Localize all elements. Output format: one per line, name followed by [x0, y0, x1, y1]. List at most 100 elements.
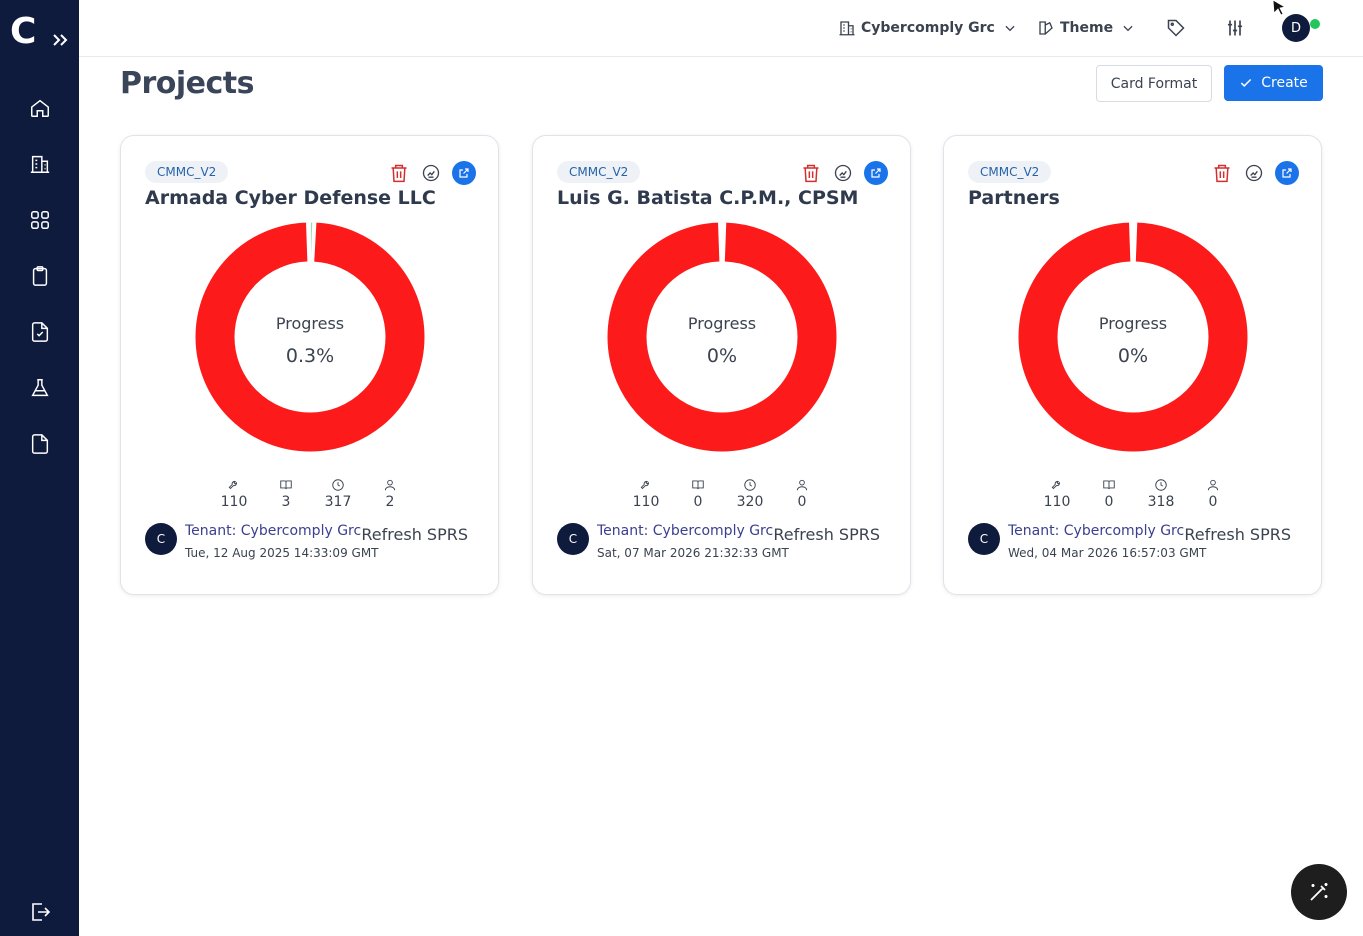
progress-value: 0% [706, 345, 738, 367]
project-date: Tue, 12 Aug 2025 14:33:09 GMT [185, 546, 379, 560]
sidebar-item-home[interactable] [27, 95, 53, 121]
refresh-sprs-button[interactable]: Refresh SPRS [1184, 525, 1291, 544]
open-project-button[interactable] [452, 161, 476, 185]
donut-remaining-segment [195, 222, 425, 452]
clipboard-icon [32, 266, 48, 286]
project-stat: 110 [214, 478, 254, 510]
file-check-icon [31, 322, 49, 342]
user-avatar[interactable]: D [1282, 14, 1310, 42]
project-title[interactable]: Armada Cyber Defense LLC [145, 187, 436, 209]
check-icon [1241, 78, 1252, 87]
tags-button[interactable] [1166, 16, 1186, 40]
project-stat: 2 [370, 478, 410, 510]
theme-icon [1039, 21, 1053, 35]
project-stat-value: 0 [693, 494, 703, 510]
project-stat-value: 320 [736, 494, 764, 510]
settings-sliders-button[interactable] [1225, 16, 1245, 40]
project-date: Sat, 07 Mar 2026 21:32:33 GMT [597, 546, 789, 560]
project-stat: 0 [1193, 478, 1233, 510]
wrench-icon [640, 480, 649, 490]
org-selector[interactable]: Cybercomply Grc [838, 16, 1017, 40]
project-stat: 0 [782, 478, 822, 510]
progress-label: Progress [687, 314, 757, 333]
flask-icon [31, 379, 49, 397]
progress-donut-chart [195, 222, 425, 452]
building-icon [839, 21, 855, 36]
project-stat-value: 0 [1104, 494, 1114, 510]
open-project-button[interactable] [1275, 161, 1299, 185]
building-icon [30, 155, 50, 173]
external-link-icon [871, 168, 881, 178]
sidebar-item-labs[interactable] [27, 375, 53, 401]
progress-value: 0.3% [285, 345, 335, 367]
sidebar: C [0, 0, 79, 936]
progress-donut-chart [607, 222, 837, 452]
progress-donut-chart [1018, 222, 1248, 452]
external-link-icon [459, 168, 469, 178]
donut-remaining-segment [607, 222, 837, 452]
project-stat: 320 [730, 478, 770, 510]
delete-button[interactable] [800, 162, 822, 184]
project-card[interactable]: CMMC_V2 Partners Progress 0% 110 0 [943, 135, 1322, 595]
sidebar-item-organizations[interactable] [27, 151, 53, 177]
wrench-icon [228, 480, 237, 490]
tenant-avatar: C [145, 523, 177, 555]
tenant-name[interactable]: Tenant: Cybercomply Grc [185, 523, 362, 539]
chart-circle-icon [422, 164, 440, 182]
app-logo[interactable]: C [10, 11, 37, 52]
project-stat-value: 0 [797, 494, 807, 510]
clock-icon [1155, 479, 1167, 491]
project-stat: 0 [1089, 478, 1129, 510]
open-project-button[interactable] [864, 161, 888, 185]
tenant-avatar: C [968, 523, 1000, 555]
project-stat-value: 110 [632, 494, 660, 510]
expand-sidebar-icon[interactable] [51, 29, 69, 51]
project-stat-value: 317 [324, 494, 352, 510]
card-format-button[interactable]: Card Format [1096, 65, 1212, 102]
sidebar-item-tasks[interactable] [27, 263, 53, 289]
project-stat: 317 [318, 478, 358, 510]
project-title[interactable]: Luis G. Batista C.P.M., CPSM [557, 187, 859, 209]
report-button[interactable] [1243, 162, 1265, 184]
project-stat: 110 [626, 478, 666, 510]
donut-remaining-segment [1018, 222, 1248, 452]
delete-button[interactable] [1211, 162, 1233, 184]
sidebar-item-apps[interactable] [27, 207, 53, 233]
progress-label: Progress [1098, 314, 1168, 333]
project-stat: 110 [1037, 478, 1077, 510]
external-link-icon [1282, 168, 1292, 178]
clock-icon [332, 479, 344, 491]
tenant-name[interactable]: Tenant: Cybercomply Grc [597, 523, 774, 539]
grid-icon [31, 211, 49, 229]
create-button[interactable]: Create [1224, 65, 1323, 101]
project-stat-value: 110 [220, 494, 248, 510]
report-button[interactable] [420, 162, 442, 184]
chevron-down-icon [1123, 25, 1133, 32]
refresh-sprs-button[interactable]: Refresh SPRS [773, 525, 880, 544]
tenant-name[interactable]: Tenant: Cybercomply Grc [1008, 523, 1185, 539]
project-date: Wed, 04 Mar 2026 16:57:03 GMT [1008, 546, 1207, 560]
project-stat-value: 110 [1043, 494, 1071, 510]
magic-wand-icon [1310, 883, 1328, 901]
project-title[interactable]: Partners [968, 187, 1060, 209]
refresh-sprs-button[interactable]: Refresh SPRS [361, 525, 468, 544]
book-icon [280, 480, 292, 490]
user-icon [796, 479, 808, 491]
logout-icon[interactable] [28, 900, 52, 924]
project-card[interactable]: CMMC_V2 Armada Cyber Defense LLC Progres… [120, 135, 499, 595]
wrench-icon [1051, 480, 1060, 490]
theme-selector[interactable]: Theme [1037, 16, 1135, 40]
sliders-icon [1227, 20, 1243, 36]
create-button-label: Create [1261, 75, 1308, 91]
clock-icon [744, 479, 756, 491]
progress-label: Progress [275, 314, 345, 333]
magic-wand-button[interactable] [1291, 864, 1347, 920]
tenant-avatar: C [557, 523, 589, 555]
project-card[interactable]: CMMC_V2 Luis G. Batista C.P.M., CPSM Pro… [532, 135, 911, 595]
delete-button[interactable] [388, 162, 410, 184]
sidebar-item-documents[interactable] [27, 431, 53, 457]
project-stat: 3 [266, 478, 306, 510]
report-button[interactable] [832, 162, 854, 184]
book-icon [1103, 480, 1115, 490]
sidebar-item-assessments[interactable] [27, 319, 53, 345]
